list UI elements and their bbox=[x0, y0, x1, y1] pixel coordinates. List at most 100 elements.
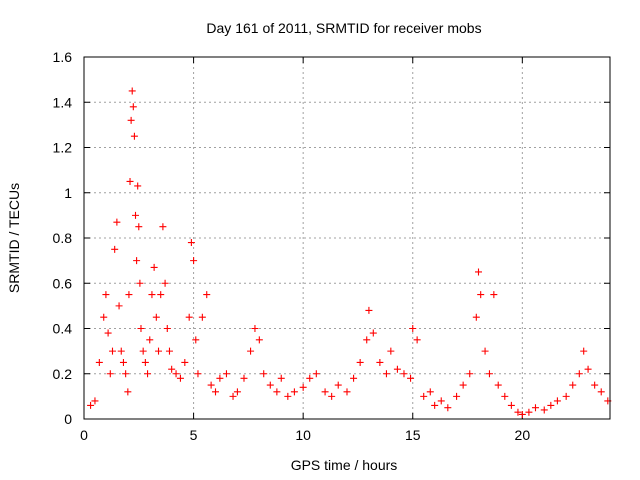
data-point bbox=[266, 381, 274, 389]
data-point bbox=[144, 370, 152, 378]
data-point bbox=[161, 279, 169, 287]
data-point bbox=[163, 325, 171, 332]
data-point bbox=[192, 336, 200, 344]
data-point bbox=[597, 388, 605, 396]
data-point bbox=[91, 397, 99, 405]
data-point bbox=[203, 291, 211, 299]
chart-title: Day 161 of 2011, SRMTID for receiver mob… bbox=[206, 20, 481, 36]
data-point bbox=[569, 381, 577, 389]
y-axis-label: SRMTID / TECUs bbox=[6, 183, 22, 293]
y-tick-label: 0.4 bbox=[53, 321, 73, 337]
data-point bbox=[290, 388, 298, 396]
data-point bbox=[133, 257, 141, 265]
data-point bbox=[575, 370, 583, 378]
data-point bbox=[553, 397, 561, 405]
grid-layer bbox=[84, 57, 610, 419]
y-tick-label: 0.6 bbox=[53, 275, 73, 291]
data-point bbox=[350, 374, 358, 382]
data-point bbox=[431, 401, 439, 409]
data-point bbox=[531, 404, 539, 412]
data-point bbox=[106, 370, 114, 378]
data-point bbox=[176, 374, 184, 382]
data-point bbox=[113, 218, 121, 226]
data-point bbox=[251, 325, 259, 332]
data-point bbox=[194, 370, 202, 378]
data-point bbox=[127, 116, 135, 124]
data-point bbox=[168, 365, 176, 373]
data-point bbox=[125, 291, 133, 299]
data-point bbox=[369, 329, 377, 337]
data-point bbox=[426, 388, 434, 396]
data-point bbox=[139, 347, 147, 355]
data-point bbox=[229, 392, 237, 400]
data-point bbox=[136, 279, 144, 287]
data-point bbox=[207, 381, 215, 389]
data-point bbox=[437, 397, 445, 405]
data-point bbox=[547, 401, 555, 409]
data-point bbox=[247, 347, 255, 355]
data-point bbox=[393, 365, 401, 373]
data-point bbox=[87, 401, 95, 409]
y-tick-label: 1 bbox=[64, 185, 72, 201]
data-point bbox=[135, 223, 143, 231]
data-point bbox=[494, 381, 502, 389]
data-point bbox=[273, 388, 281, 396]
data-point bbox=[420, 392, 428, 400]
data-point bbox=[299, 383, 307, 391]
data-point bbox=[459, 381, 467, 389]
data-point bbox=[222, 370, 230, 378]
data-point bbox=[514, 408, 522, 416]
data-point bbox=[190, 257, 198, 265]
y-tick-label: 0.8 bbox=[53, 230, 73, 246]
x-tick-label: 20 bbox=[515, 427, 531, 443]
data-point bbox=[562, 392, 570, 400]
data-point bbox=[356, 358, 364, 366]
data-point bbox=[132, 211, 140, 219]
data-point bbox=[240, 374, 248, 382]
data-point bbox=[365, 306, 373, 314]
x-tick-label: 5 bbox=[190, 427, 198, 443]
data-point bbox=[540, 406, 548, 414]
data-point bbox=[591, 381, 599, 389]
data-point bbox=[481, 347, 489, 355]
data-point bbox=[260, 370, 268, 378]
data-point bbox=[108, 347, 116, 355]
data-point bbox=[187, 239, 195, 247]
data-point bbox=[255, 336, 263, 344]
data-point bbox=[185, 313, 193, 321]
data-point bbox=[159, 223, 167, 231]
data-point bbox=[146, 336, 154, 344]
data-point bbox=[490, 291, 498, 299]
data-point bbox=[466, 370, 474, 378]
data-point bbox=[444, 404, 452, 412]
data-point bbox=[233, 388, 241, 396]
data-point bbox=[277, 374, 285, 382]
data-point bbox=[363, 336, 371, 344]
y-tick-label: 1.4 bbox=[53, 94, 73, 110]
data-point bbox=[165, 347, 173, 355]
data-point bbox=[584, 365, 592, 373]
x-tick-label: 15 bbox=[405, 427, 421, 443]
data-point bbox=[212, 388, 219, 396]
data-point bbox=[400, 370, 408, 378]
data-point bbox=[507, 401, 515, 409]
data-point bbox=[306, 374, 314, 382]
data-point bbox=[157, 291, 165, 299]
data-point bbox=[117, 347, 125, 355]
data-point bbox=[198, 313, 206, 321]
data-point bbox=[216, 374, 224, 382]
data-point bbox=[111, 245, 119, 253]
data-point bbox=[477, 291, 485, 299]
x-axis-label: GPS time / hours bbox=[291, 457, 398, 473]
data-point bbox=[453, 392, 461, 400]
data-point bbox=[124, 388, 132, 396]
data-point bbox=[155, 347, 163, 355]
data-points bbox=[87, 87, 612, 418]
data-point bbox=[129, 103, 137, 111]
y-tick-label: 0.2 bbox=[53, 366, 73, 382]
data-point bbox=[472, 313, 480, 321]
data-point bbox=[518, 410, 526, 418]
data-point bbox=[413, 336, 421, 344]
data-point bbox=[141, 358, 149, 366]
